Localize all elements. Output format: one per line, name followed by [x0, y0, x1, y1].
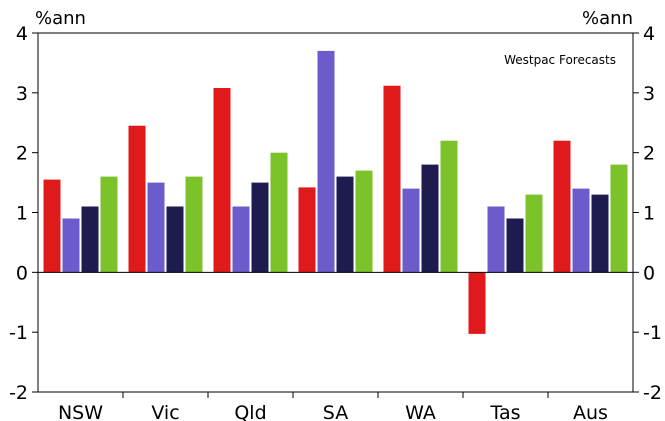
bar-qld-s4	[270, 152, 288, 273]
bar-aus-s3	[591, 194, 609, 273]
bar-qld-s2	[232, 206, 250, 273]
bar-tas-s4	[525, 194, 543, 273]
y-tick-label-right: 1	[643, 203, 655, 225]
chart-annotation: Westpac Forecasts	[504, 53, 616, 67]
axes-layer: 4 4 3 3 2 2 1 1 0 0 -1 -1 -2 -2 NSW Vic Qld SA WA Tas Aus	[9, 23, 662, 421]
bar-vic-s1	[128, 125, 146, 273]
bar-qld-s1	[213, 88, 231, 273]
x-tick-label-qld: Qld	[234, 402, 266, 421]
bar-aus-s4	[610, 164, 628, 273]
bar-sa-s1	[298, 187, 316, 273]
y-tick-label-left: 3	[16, 83, 28, 105]
y-tick-label-left: 0	[16, 262, 28, 284]
bar-sa-s2	[317, 50, 335, 273]
x-tick-label-sa: SA	[323, 402, 348, 421]
x-tick-label-vic: Vic	[151, 402, 179, 421]
bar-nsw-s1	[43, 179, 61, 273]
x-tick-label-tas: Tas	[489, 402, 520, 421]
bar-wa-s2	[402, 188, 420, 273]
bar-wa-s4	[440, 140, 458, 273]
bar-sa-s3	[336, 176, 354, 273]
y-tick-label-right: 0	[643, 262, 655, 284]
y-tick-label-right: 3	[643, 83, 655, 105]
y-tick-label-right: 2	[643, 143, 655, 165]
y-tick-label-right: -2	[643, 382, 662, 404]
bar-nsw-s4	[100, 176, 118, 273]
bar-vic-s4	[185, 176, 203, 273]
bar-aus-s1	[553, 140, 571, 273]
y-axis-label-right: %ann	[582, 8, 633, 29]
x-tick-label-wa: WA	[405, 402, 436, 421]
bar-sa-s4	[355, 170, 373, 273]
bar-aus-s2	[572, 188, 590, 273]
bar-tas-s3	[506, 218, 524, 273]
bar-vic-s3	[166, 206, 184, 273]
x-tick-label-aus: Aus	[573, 402, 608, 421]
plot-frame	[37, 32, 634, 393]
bar-qld-s3	[251, 182, 269, 273]
y-tick-label-right: -1	[643, 322, 662, 344]
y-tick-label-left: -1	[9, 322, 28, 344]
y-tick-label-left: 4	[16, 23, 28, 45]
y-axis-label-left: %ann	[35, 8, 86, 29]
bar-tas-s1	[468, 272, 486, 334]
bar-tas-s2	[487, 206, 505, 273]
x-tick-label-nsw: NSW	[58, 402, 103, 421]
bar-nsw-s3	[81, 206, 99, 273]
y-tick-label-left: 1	[16, 203, 28, 225]
y-tick-label-left: 2	[16, 143, 28, 165]
bar-vic-s2	[147, 182, 165, 273]
y-tick-label-right: 4	[643, 23, 655, 45]
bars-layer	[43, 50, 628, 334]
y-tick-label-left: -2	[9, 382, 28, 404]
bar-nsw-s2	[62, 218, 80, 273]
bar-wa-s1	[383, 85, 401, 273]
bar-wa-s3	[421, 164, 439, 273]
